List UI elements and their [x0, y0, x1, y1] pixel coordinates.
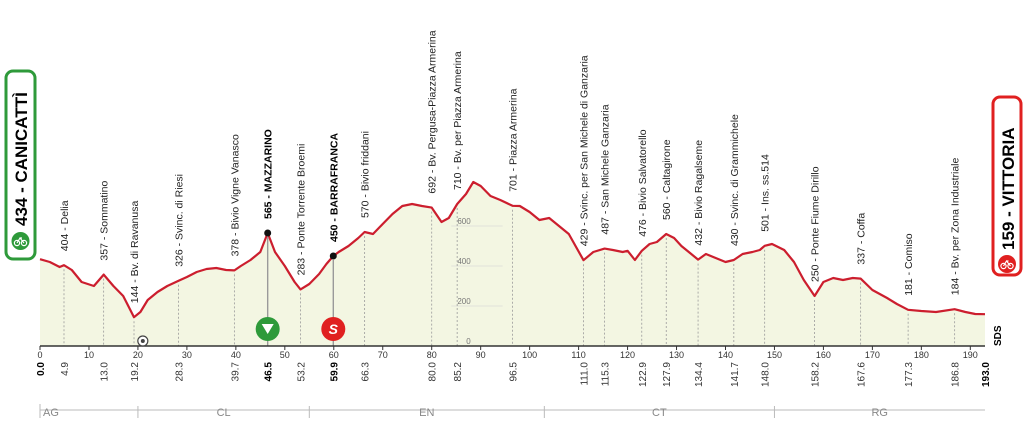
km-label: 85.2: [453, 362, 464, 382]
x-axis-tick-label: 60: [329, 350, 339, 360]
x-axis-tick-label: 0: [37, 350, 42, 360]
finish-label: 159 - VITTORIA: [999, 128, 1018, 251]
km-label: 158.2: [811, 362, 822, 387]
x-axis-tick-label: 20: [133, 350, 143, 360]
sprint-s-icon: [321, 317, 346, 341]
km-label: 19.2: [130, 362, 141, 382]
x-axis: 0 10 20 30 40 50 60 70 80 90 100 110 120 130 140 150 160…: [37, 345, 985, 360]
km-label: 39.7: [230, 362, 241, 382]
km-label: 28.3: [175, 362, 186, 382]
km-label: 141.7: [730, 362, 741, 387]
waypoint-label: 326 - Svinc. di Riesi: [174, 174, 186, 267]
waypoint-label: 404 - Delia: [59, 200, 71, 251]
province-label: EN: [419, 407, 434, 419]
province-label: CT: [652, 407, 667, 419]
km-label: 134.4: [694, 362, 705, 387]
summit-dot: [329, 252, 337, 260]
x-axis-tick-label: 170: [865, 350, 880, 360]
km-label: 167.6: [857, 362, 868, 387]
km-label: 13.0: [100, 362, 111, 382]
x-axis-tick-label: 150: [767, 350, 782, 360]
km-label: 115.3: [601, 362, 612, 387]
waypoint-label: 710 - Bv. per Piazza Armerina: [452, 51, 464, 190]
summit-dot: [264, 229, 272, 237]
province-bar: AG CL EN CT RG: [39, 404, 985, 419]
x-axis-tick-label: 40: [231, 350, 241, 360]
x-axis-tick-label: 120: [620, 350, 635, 360]
x-axis-tick-label: 110: [571, 350, 585, 360]
waypoint-label: 250 - Ponte Fiume Dirillo: [810, 166, 822, 282]
start-badge: 434 - CANICATTÌ: [4, 69, 37, 261]
km-label: 193.0: [981, 362, 992, 387]
x-axis-tick-label: 30: [182, 350, 192, 360]
x-axis-tick-label: 10: [84, 350, 94, 360]
x-axis-tick-label: 160: [816, 350, 831, 360]
province-label: RG: [871, 407, 888, 419]
km-label: 0.0: [36, 362, 47, 376]
waypoint-label: 560 - Caltagirone: [661, 139, 673, 220]
x-axis-tick-label: 130: [669, 350, 684, 360]
waypoint-label: 429 - Svinc. per San Michele di Ganzaria: [578, 55, 590, 246]
bicycle-icon: [11, 232, 30, 250]
bicycle-icon: [998, 255, 1016, 273]
km-label: 53.2: [296, 362, 307, 382]
km-label: 46.5: [264, 362, 275, 382]
profile-line: [39, 180, 986, 319]
waypoint-label: 283 - Ponte Torrente Broemi: [295, 144, 307, 276]
sds-logo: SDS: [993, 325, 1004, 346]
x-axis-tick-label: 90: [476, 350, 486, 360]
sprint-triangle-icon: [261, 324, 274, 334]
km-label: 96.5: [509, 362, 520, 382]
x-axis-tick-label: 70: [378, 350, 388, 360]
waypoint-label: 181 - Comiso: [903, 233, 915, 296]
profile-area: [40, 182, 985, 346]
waypoint-layer: 404 - Delia 357 - Sommatino 144 - Bv. di R…: [59, 30, 962, 346]
km-label: 4.9: [60, 362, 71, 376]
waypoint-label: 432 - Bivio Ragalseme: [693, 140, 705, 246]
km-label: 122.9: [638, 362, 649, 387]
x-axis-tick-label: 180: [914, 350, 929, 360]
waypoint-label: 487 - San Michele Ganzaria: [600, 104, 612, 234]
altitude-tick-label: 0: [466, 337, 471, 346]
waypoint-label: 430 - Svinc. di Grammichele: [729, 114, 741, 246]
x-axis-tick-label: 50: [280, 350, 290, 360]
finish-badge: 159 - VITTORIA: [991, 95, 1023, 277]
km-label: 111.0: [579, 362, 590, 386]
profile-layer: [39, 180, 986, 346]
waypoint-label: 565 - MAZZARINO: [263, 129, 275, 219]
km-label: 186.8: [951, 362, 962, 387]
sprint-s-label: S: [329, 321, 339, 337]
start-label: 434 - CANICATTÌ: [12, 92, 31, 226]
altitude-tick-label: 600: [457, 217, 471, 226]
km-label: 80.0: [428, 362, 439, 382]
province-label: AG: [43, 407, 59, 419]
altitude-tick-label: 200: [457, 297, 471, 306]
waypoint-label: 476 - Bivio Salvatorello: [637, 129, 649, 237]
waypoint-label: 184 - Bv. per Zona Industriale: [950, 157, 962, 295]
altitude-tick-label: 400: [457, 257, 471, 266]
km-label: 177.3: [904, 362, 915, 387]
x-axis-tick-label: 140: [718, 350, 733, 360]
waypoint-label: 501 - Ins. ss.514: [760, 154, 772, 232]
waypoint-label: 692 - Bv. Pergusa-Piazza Armerina: [427, 30, 439, 193]
km-label: 66.3: [361, 362, 372, 382]
x-axis-tick-label: 100: [522, 350, 537, 360]
marker-layer: S: [137, 229, 346, 347]
km-label: 127.9: [662, 362, 673, 387]
km-label: 59.9: [329, 362, 340, 382]
x-axis-tick-label: 190: [963, 350, 978, 360]
x-axis-tick-label: 80: [427, 350, 437, 360]
feed-zone-icon-center: [140, 339, 145, 343]
km-label: 148.0: [761, 362, 772, 387]
waypoint-label: 450 - BARRAFRANCA: [328, 132, 340, 242]
waypoint-label: 701 - Piazza Armerina: [508, 88, 520, 191]
km-label-layer: 0.0 4.9 13.0 19.2 28.3 39.7 46.5 53.2 59.9 66.3 80…: [36, 362, 992, 387]
waypoint-label: 337 - Coffa: [856, 213, 868, 265]
waypoint-label: 570 - Bivio friddani: [360, 131, 372, 218]
waypoint-label: 357 - Sommatino: [99, 180, 111, 260]
province-label: CL: [217, 407, 231, 419]
waypoint-label: 144 - Bv. di Ravanusa: [129, 201, 141, 304]
waypoint-label: 378 - Bivio Vigne Vanasco: [229, 134, 241, 256]
